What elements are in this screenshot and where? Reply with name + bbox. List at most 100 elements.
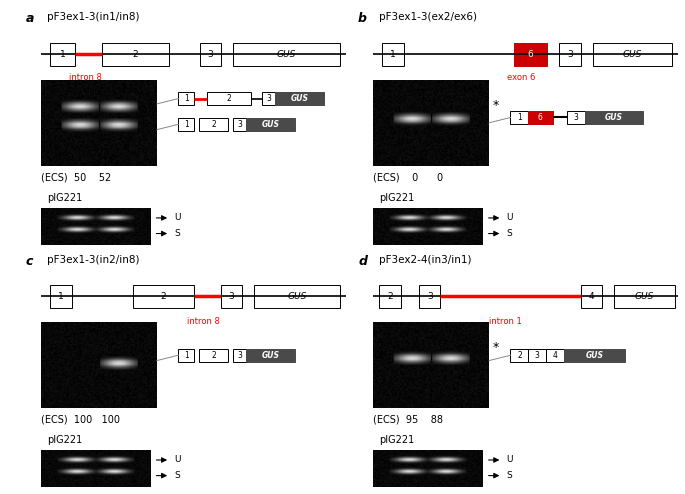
- Bar: [382, 42, 403, 66]
- Bar: [199, 349, 228, 362]
- Text: 3: 3: [427, 292, 433, 301]
- Text: GUS: GUS: [586, 351, 603, 360]
- Text: c: c: [26, 254, 34, 268]
- Text: pF3ex1-3(in2/in8): pF3ex1-3(in2/in8): [47, 254, 140, 265]
- Text: GUS: GUS: [262, 120, 279, 129]
- Bar: [221, 285, 242, 308]
- Text: 6: 6: [538, 113, 543, 122]
- Text: 1: 1: [60, 50, 65, 59]
- Text: GUS: GUS: [290, 94, 308, 103]
- Bar: [262, 92, 275, 105]
- Bar: [546, 349, 564, 362]
- Bar: [275, 92, 324, 105]
- Bar: [178, 118, 195, 130]
- Text: 1: 1: [390, 50, 396, 59]
- Text: intron 8: intron 8: [68, 73, 101, 82]
- Bar: [246, 118, 295, 130]
- Bar: [233, 118, 246, 130]
- Bar: [581, 285, 602, 308]
- Text: GUS: GUS: [262, 351, 279, 360]
- Text: 3: 3: [229, 292, 234, 301]
- Text: U: U: [174, 455, 180, 464]
- Bar: [514, 42, 547, 66]
- Bar: [132, 285, 193, 308]
- Bar: [559, 42, 581, 66]
- Text: intron 1: intron 1: [489, 317, 522, 326]
- Text: pF3ex2-4(in3/in1): pF3ex2-4(in3/in1): [379, 254, 472, 265]
- Text: pIG221: pIG221: [47, 435, 82, 445]
- Text: GUS: GUS: [277, 50, 296, 59]
- Text: pF3ex1-3(ex2/ex6): pF3ex1-3(ex2/ex6): [379, 12, 477, 23]
- Text: 6: 6: [527, 50, 533, 59]
- Text: 2: 2: [387, 292, 393, 301]
- Text: 3: 3: [535, 351, 540, 360]
- Text: (ECS)    0      0: (ECS) 0 0: [373, 172, 443, 182]
- Text: pF3ex1-3(in1/in8): pF3ex1-3(in1/in8): [47, 12, 140, 23]
- Text: S: S: [174, 229, 179, 238]
- Text: GUS: GUS: [635, 292, 654, 301]
- Text: *: *: [493, 341, 499, 354]
- Text: pIG221: pIG221: [47, 193, 82, 203]
- Text: *: *: [493, 99, 499, 112]
- Bar: [585, 111, 643, 124]
- Bar: [567, 111, 585, 124]
- Text: 1: 1: [184, 120, 189, 129]
- Text: 3: 3: [237, 351, 242, 360]
- Bar: [50, 42, 75, 66]
- Text: (ECS)  50    52: (ECS) 50 52: [41, 172, 112, 182]
- Bar: [208, 92, 251, 105]
- Text: 1: 1: [184, 351, 189, 360]
- Text: pIG221: pIG221: [379, 435, 414, 445]
- Bar: [379, 285, 401, 308]
- Bar: [233, 349, 246, 362]
- Text: 3: 3: [266, 94, 271, 103]
- Text: 2: 2: [227, 94, 232, 103]
- Text: GUS: GUS: [623, 50, 642, 59]
- Bar: [254, 285, 340, 308]
- Text: intron 8: intron 8: [188, 317, 221, 326]
- Text: U: U: [506, 455, 512, 464]
- Bar: [510, 111, 528, 124]
- Bar: [199, 42, 221, 66]
- Text: 2: 2: [517, 351, 522, 360]
- Text: b: b: [358, 12, 367, 26]
- Text: 2: 2: [212, 351, 216, 360]
- Text: 1: 1: [58, 292, 64, 301]
- Text: 3: 3: [208, 50, 213, 59]
- Text: 2: 2: [212, 120, 216, 129]
- Bar: [50, 285, 71, 308]
- Text: (ECS)  95    88: (ECS) 95 88: [373, 414, 443, 424]
- Bar: [199, 118, 228, 130]
- Text: S: S: [506, 229, 512, 238]
- Text: 4: 4: [553, 351, 558, 360]
- Bar: [178, 349, 195, 362]
- Text: S: S: [506, 471, 512, 480]
- Text: 3: 3: [237, 120, 242, 129]
- Bar: [246, 349, 295, 362]
- Text: GUS: GUS: [288, 292, 307, 301]
- Text: 2: 2: [133, 50, 138, 59]
- Text: pIG221: pIG221: [379, 193, 414, 203]
- Text: 1: 1: [184, 94, 189, 103]
- Text: S: S: [174, 471, 179, 480]
- Text: exon 6: exon 6: [508, 73, 536, 82]
- Text: d: d: [358, 254, 367, 268]
- Bar: [614, 285, 675, 308]
- Text: 1: 1: [517, 113, 522, 122]
- Text: U: U: [174, 213, 180, 222]
- Text: GUS: GUS: [605, 113, 623, 122]
- Text: 2: 2: [160, 292, 166, 301]
- Bar: [510, 349, 528, 362]
- Text: 4: 4: [588, 292, 594, 301]
- Text: 3: 3: [567, 50, 573, 59]
- Bar: [593, 42, 672, 66]
- Text: U: U: [506, 213, 512, 222]
- Text: (ECS)  100   100: (ECS) 100 100: [41, 414, 120, 424]
- Text: 3: 3: [573, 113, 578, 122]
- Bar: [102, 42, 169, 66]
- Bar: [178, 92, 195, 105]
- Bar: [233, 42, 340, 66]
- Bar: [528, 111, 553, 124]
- Text: a: a: [26, 12, 34, 26]
- Bar: [564, 349, 625, 362]
